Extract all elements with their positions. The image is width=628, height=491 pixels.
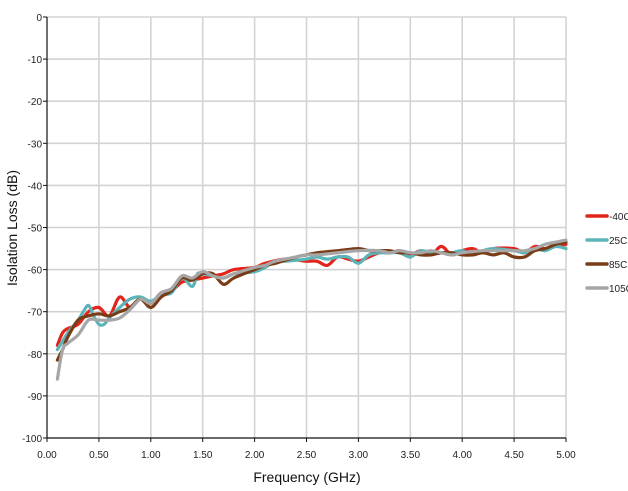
y-tick-labels: 0 -10 -20 -30 -40 -50 -60 -70 -80 -90 -100 — [22, 13, 42, 445]
legend: -40C 25C 85C 105C — [585, 212, 628, 295]
x-tick-label: 4.00 — [452, 450, 472, 461]
x-tick-label: 1.00 — [141, 450, 161, 461]
x-tick-label: 5.00 — [556, 450, 576, 461]
y-tick-label: -40 — [28, 181, 43, 192]
y-tick-label: 0 — [36, 13, 42, 24]
legend-label: 25C — [609, 236, 627, 247]
x-tick-label: 4.50 — [504, 450, 524, 461]
series-lines — [55, 238, 568, 381]
y-tick-label: -80 — [28, 350, 43, 361]
y-tick-label: -20 — [28, 97, 43, 108]
y-tick-label: -50 — [28, 224, 43, 235]
y-axis-title: Isolation Loss (dB) — [4, 170, 20, 286]
y-tick-label: -60 — [28, 266, 43, 277]
legend-label: 105C — [609, 284, 628, 295]
x-tick-labels: 0.00 0.50 1.00 1.50 2.00 2.50 3.00 3.50 4.00 4.50… — [37, 450, 576, 461]
x-tick-label: 1.50 — [193, 450, 213, 461]
axes — [43, 16, 567, 442]
x-tick-label: 2.00 — [245, 450, 265, 461]
series-line-105c — [55, 238, 568, 381]
series-line-40c — [55, 242, 568, 347]
y-tick-label: -100 — [22, 434, 42, 445]
y-tick-label: -10 — [28, 55, 43, 66]
x-tick-label: 0.50 — [89, 450, 109, 461]
y-tick-label: -30 — [28, 139, 43, 150]
x-tick-label: 3.00 — [349, 450, 369, 461]
x-tick-label: 2.50 — [297, 450, 317, 461]
y-tick-label: -90 — [28, 392, 43, 403]
legend-label: 85C — [609, 260, 627, 271]
x-tick-label: 0.00 — [37, 450, 57, 461]
y-tick-label: -70 — [28, 308, 43, 319]
gridlines — [47, 16, 567, 438]
legend-label: -40C — [609, 212, 628, 223]
x-axis-title: Frequency (GHz) — [253, 469, 360, 485]
x-tick-label: 3.50 — [401, 450, 421, 461]
